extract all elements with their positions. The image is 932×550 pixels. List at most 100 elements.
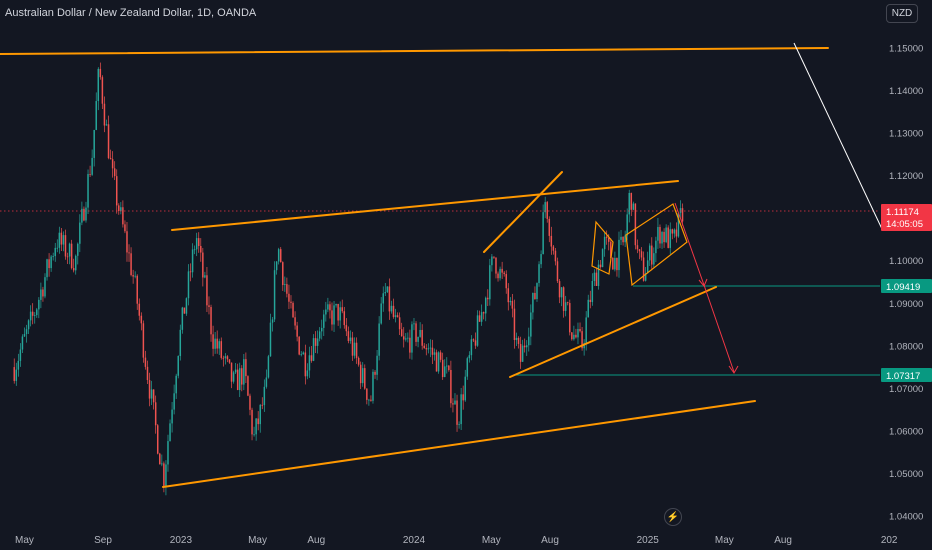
time-tick-label: May bbox=[715, 535, 734, 546]
time-tick-label: 2025 bbox=[637, 535, 660, 546]
candle-body bbox=[405, 338, 407, 340]
candle-body bbox=[253, 434, 255, 436]
time-tick-label: Aug bbox=[541, 535, 559, 546]
candle-body bbox=[81, 208, 83, 223]
candle-body bbox=[411, 324, 413, 353]
candle-body bbox=[255, 418, 257, 435]
candle-body bbox=[165, 464, 167, 486]
candle-body bbox=[318, 331, 321, 339]
candle-body bbox=[433, 352, 436, 355]
support-rising-line[interactable] bbox=[509, 286, 717, 378]
candle-body bbox=[446, 365, 448, 367]
candle-body bbox=[87, 174, 89, 208]
candle-body bbox=[597, 264, 600, 286]
candle-body bbox=[607, 237, 610, 242]
candle-body bbox=[77, 243, 79, 256]
candle-body bbox=[566, 302, 569, 304]
candle-body bbox=[353, 342, 356, 356]
candle-body bbox=[495, 257, 497, 274]
lightning-icon[interactable]: ⚡ bbox=[664, 508, 682, 526]
candle-body bbox=[128, 252, 130, 254]
candle-body bbox=[333, 305, 335, 325]
candle-body bbox=[290, 301, 292, 303]
candle-body bbox=[275, 261, 278, 271]
countdown-value: 14:05:05 bbox=[886, 219, 923, 230]
price-tick-label: 1.07000 bbox=[889, 384, 923, 395]
candle-body bbox=[91, 157, 93, 175]
candle-body bbox=[167, 441, 169, 465]
candle-body bbox=[249, 395, 251, 410]
candle-body bbox=[323, 314, 325, 328]
candle-body bbox=[511, 300, 514, 309]
candle-body bbox=[593, 272, 596, 282]
candle-body bbox=[95, 101, 97, 130]
candle-body bbox=[212, 334, 214, 349]
candle-body bbox=[302, 352, 305, 355]
candle-body bbox=[626, 214, 628, 236]
candle-body bbox=[169, 423, 171, 442]
candle-body bbox=[415, 323, 417, 342]
candle-body bbox=[89, 174, 91, 175]
candle-body bbox=[441, 359, 444, 378]
candle-body bbox=[314, 338, 317, 346]
chart-title: Australian Dollar / New Zealand Dollar, … bbox=[5, 7, 257, 19]
candle-body bbox=[294, 317, 296, 326]
candle-body bbox=[651, 245, 653, 265]
candle-body bbox=[288, 293, 290, 302]
wedge-pattern[interactable] bbox=[625, 203, 688, 287]
candle-body bbox=[286, 284, 288, 294]
candle-body bbox=[210, 307, 212, 335]
candle-body bbox=[476, 315, 479, 346]
candle-body bbox=[636, 245, 639, 250]
flag-pattern[interactable] bbox=[591, 220, 614, 275]
candle-body bbox=[472, 339, 475, 341]
candle-body bbox=[528, 336, 530, 346]
candle-body bbox=[177, 356, 179, 376]
channel-upper-line[interactable] bbox=[171, 180, 679, 231]
candle-body bbox=[204, 275, 206, 278]
candle-body bbox=[31, 311, 34, 316]
channel-lower-line[interactable] bbox=[162, 400, 756, 488]
candle-body bbox=[501, 268, 503, 273]
candle-body bbox=[337, 304, 339, 321]
candle-body bbox=[519, 343, 522, 362]
currency-selector[interactable]: NZD bbox=[886, 4, 918, 23]
candle-body bbox=[140, 315, 143, 324]
candle-body bbox=[347, 331, 350, 341]
candle-body bbox=[181, 307, 184, 330]
candlestick-series bbox=[13, 62, 684, 496]
candle-body bbox=[417, 336, 419, 342]
candle-body bbox=[540, 254, 542, 265]
time-tick-label: May bbox=[248, 535, 267, 546]
candle-body bbox=[175, 375, 177, 394]
candle-body bbox=[638, 249, 641, 252]
candle-body bbox=[653, 253, 655, 265]
candle-body bbox=[470, 339, 473, 356]
white-projection-line bbox=[793, 42, 883, 230]
candle-body bbox=[187, 271, 190, 299]
candle-body bbox=[191, 249, 194, 273]
candle-body bbox=[382, 293, 384, 304]
candle-body bbox=[380, 303, 382, 324]
candle-body bbox=[38, 299, 40, 310]
trendlines[interactable] bbox=[0, 47, 829, 488]
candle-body bbox=[429, 347, 432, 349]
candle-body bbox=[185, 298, 188, 314]
candle-body bbox=[413, 323, 415, 325]
candle-body bbox=[79, 222, 81, 244]
rally-line[interactable] bbox=[483, 171, 563, 253]
candle-body bbox=[628, 192, 630, 215]
candle-body bbox=[618, 239, 620, 271]
current-price-label: 1.11174 14:05:05 bbox=[881, 204, 932, 231]
time-tick-label: 2023 bbox=[170, 535, 193, 546]
resistance-top-line[interactable] bbox=[0, 47, 829, 55]
candle-body bbox=[507, 288, 510, 303]
candle-body bbox=[343, 311, 346, 326]
candle-body bbox=[161, 463, 163, 465]
price-tick-label: 1.04000 bbox=[889, 512, 923, 523]
candle-body bbox=[359, 364, 362, 384]
candle-body bbox=[569, 303, 571, 333]
candle-body bbox=[448, 365, 450, 370]
candle-body bbox=[17, 360, 20, 370]
